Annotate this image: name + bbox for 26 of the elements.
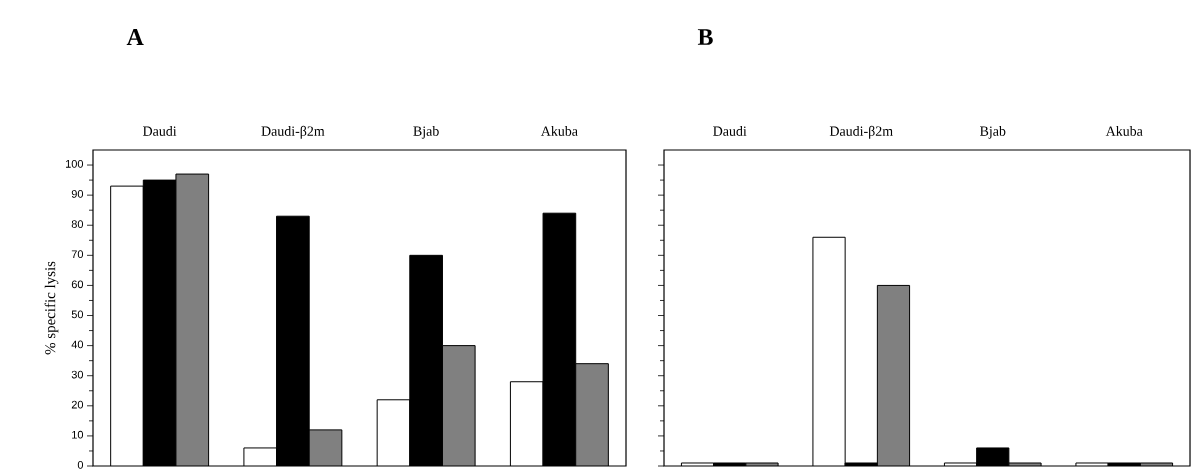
y-tick-label: 80 xyxy=(71,220,84,228)
chart-title: B xyxy=(697,29,713,45)
y-tick-label: 10 xyxy=(72,430,84,439)
y-tick-label: 100 xyxy=(66,159,84,168)
y-tick-label: 0 xyxy=(77,460,84,469)
y-tick-label: 40 xyxy=(71,340,84,349)
y-axis-title: % specific lysis xyxy=(44,261,59,355)
y-tick-label: 50 xyxy=(71,310,84,319)
chart-title: A xyxy=(126,29,144,45)
x-tick-label: Daudi xyxy=(713,126,747,136)
x-tick-label: Daudi-β2m xyxy=(261,125,325,139)
y-tick-label: 60 xyxy=(71,280,84,289)
y-tick-label: 90 xyxy=(71,190,84,198)
x-tick-label: Akuba xyxy=(1105,126,1143,136)
y-tick-label: 70 xyxy=(71,250,84,259)
x-tick-label: Daudi xyxy=(142,126,177,136)
bar xyxy=(441,345,476,466)
y-tick-label: 30 xyxy=(71,370,84,379)
bar xyxy=(175,173,210,466)
x-tick-label: Daudi-β2m xyxy=(829,125,893,139)
x-tick-label: Akuba xyxy=(540,126,578,136)
bar xyxy=(876,284,911,466)
bar xyxy=(575,363,609,466)
y-tick-label: 20 xyxy=(71,400,84,409)
x-tick-label: Bjab xyxy=(980,126,1006,139)
x-tick-label: Bjab xyxy=(413,126,439,139)
